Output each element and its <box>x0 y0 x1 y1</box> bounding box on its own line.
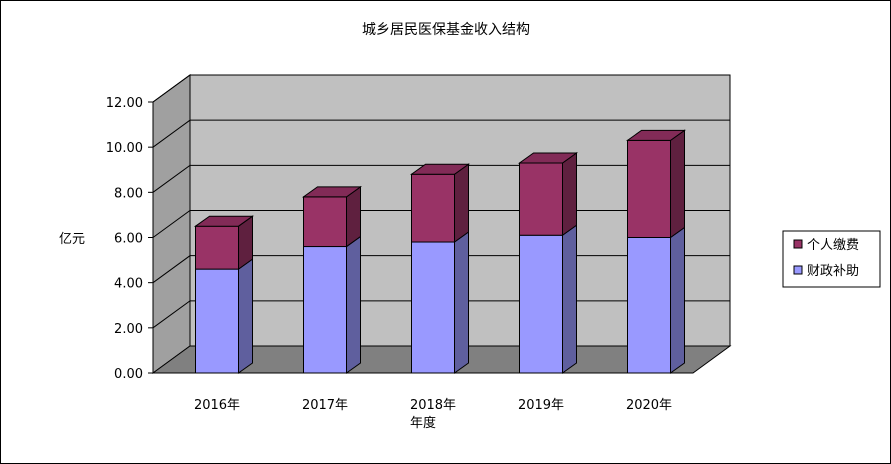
legend-label-subsidy: 财政补助 <box>807 264 859 279</box>
x-tick-label: 2016年 <box>194 398 240 413</box>
bar-segment <box>519 224 577 374</box>
bar-side <box>670 226 685 374</box>
bar-front <box>411 173 455 243</box>
y-tick-labels: 0.00 2.00 4.00 6.00 8.00 10.00 12.00 <box>106 96 143 382</box>
bar-segment <box>627 226 685 374</box>
chart-title: 城乡居民医保基金收入结构 <box>362 21 530 38</box>
legend-swatch-individual <box>793 239 803 249</box>
bar-side <box>562 152 577 237</box>
bar-side <box>238 258 253 374</box>
bar-side <box>454 163 469 243</box>
x-axis-label: 年度 <box>410 415 436 431</box>
bar-side <box>562 224 577 374</box>
y-axis-label: 亿元 <box>59 232 85 247</box>
x-tick-labels: 2016年 2017年 2018年 2019年 2020年 <box>194 398 672 413</box>
bar-front <box>627 237 671 374</box>
x-tick-label: 2017年 <box>302 398 348 413</box>
bar-segment <box>301 185 363 248</box>
x-tick-label: 2018年 <box>410 398 456 413</box>
y-tick-label: 10.00 <box>106 141 143 156</box>
bar-side <box>346 235 361 374</box>
bar-front <box>519 234 563 374</box>
bar-front <box>195 225 239 270</box>
bars <box>193 129 687 374</box>
bar-segment <box>303 235 361 374</box>
bar-top <box>409 163 471 175</box>
bar-top <box>193 215 255 227</box>
legend: 个人缴费 财政补助 <box>782 230 881 288</box>
y-tick-label: 4.00 <box>114 277 143 292</box>
x-tick-label: 2020年 <box>626 398 672 413</box>
y-tick-label: 12.00 <box>106 96 143 111</box>
gridline <box>152 119 730 148</box>
legend-label-individual: 个人缴费 <box>807 238 859 253</box>
bar-segment <box>517 152 579 237</box>
bar-side <box>454 231 469 374</box>
bar-front <box>303 246 347 374</box>
bar-front <box>519 162 563 236</box>
bar-top <box>517 152 579 164</box>
bar-top <box>301 186 363 198</box>
bar-front <box>195 268 239 374</box>
bar-segment <box>195 258 253 374</box>
y-tick-label: 0.00 <box>114 367 143 382</box>
bar-side <box>670 129 685 239</box>
legend-swatch-subsidy <box>793 265 803 275</box>
bar-segment <box>625 129 687 239</box>
gridline <box>152 74 730 103</box>
bar-front <box>627 139 671 238</box>
y-tick-label: 8.00 <box>114 186 143 201</box>
bar-segment <box>411 231 469 374</box>
bar-segment <box>409 163 471 243</box>
bar-top <box>625 129 687 141</box>
y-tick-label: 2.00 <box>114 322 143 337</box>
bar-segment <box>193 215 255 271</box>
y-tick-label: 6.00 <box>114 232 143 247</box>
bar-front <box>303 196 347 248</box>
x-tick-label: 2019年 <box>518 398 564 413</box>
bar-front <box>411 241 455 374</box>
